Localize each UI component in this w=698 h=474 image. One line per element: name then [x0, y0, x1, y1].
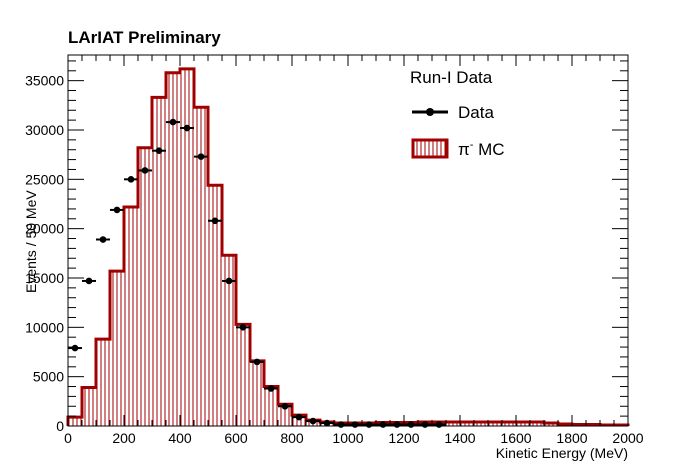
x-tick-label: 0 [64, 430, 72, 446]
mc-bin [236, 324, 250, 426]
data-point [435, 421, 443, 428]
y-tick-label: 30000 [25, 122, 64, 138]
mc-bin [460, 422, 474, 426]
x-tick-label: 1800 [556, 430, 587, 446]
legend-data-marker [426, 108, 434, 116]
legend-entry-mc: π- MC [411, 138, 505, 159]
legend-mc-label-sup: - [470, 139, 474, 151]
x-tick-label: 800 [280, 430, 304, 446]
mc-bin [516, 422, 530, 426]
y-axis: 0 5000 10000 15000 20000 25000 30000 35000 [25, 60, 628, 434]
x-axis: 0 200 400 600 800 1000 1200 1400 1600 1800 2000 [64, 55, 644, 446]
mc-bin [152, 97, 166, 426]
mc-bin [96, 339, 110, 426]
y-tick-label: 15000 [25, 270, 64, 286]
y-tick-label: 5000 [33, 369, 64, 385]
y-tick-label: 10000 [25, 319, 64, 335]
data-point [113, 206, 121, 214]
data-point [141, 167, 149, 174]
data-point [267, 385, 275, 392]
mc-bin [124, 206, 138, 426]
legend-mc-label-base: π [458, 140, 470, 159]
mc-bin [82, 387, 96, 426]
mc-bin [194, 107, 208, 426]
legend-mc-label: π- MC [458, 139, 505, 159]
mc-bin [502, 422, 516, 426]
mc-bin [180, 68, 194, 426]
legend-mc-swatch [411, 138, 449, 159]
mc-bin [250, 360, 264, 426]
data-point [407, 421, 415, 428]
legend: Run-I Data Data π- MC [410, 68, 505, 159]
mc-bin [208, 185, 222, 426]
data-point [239, 324, 247, 331]
x-tick-label: 2000 [612, 430, 643, 446]
data-point [295, 413, 303, 421]
data-point [211, 217, 219, 225]
x-tick-label: 1200 [388, 430, 419, 446]
mc-bin [222, 255, 236, 426]
data-point [351, 421, 359, 428]
mc-bin [446, 422, 460, 426]
data-point [183, 124, 191, 132]
mc-bin [292, 415, 306, 426]
data-point [127, 176, 135, 183]
mc-bin [264, 386, 278, 426]
y-tick-label: 0 [56, 418, 64, 434]
data-point [281, 402, 289, 410]
y-tick-label: 35000 [25, 73, 64, 89]
mc-histogram [66, 67, 630, 427]
x-tick-label: 1000 [332, 430, 363, 446]
data-point [169, 118, 177, 126]
data-point [393, 421, 401, 428]
mc-bin [488, 422, 502, 426]
mc-bin [530, 422, 544, 426]
legend-data-label: Data [458, 103, 494, 122]
data-point [253, 358, 261, 366]
data-point [155, 147, 163, 155]
mc-bin [138, 147, 152, 426]
x-tick-label: 1400 [444, 430, 475, 446]
x-tick-label: 200 [112, 430, 136, 446]
x-tick-label: 600 [224, 430, 248, 446]
y-tick-label: 25000 [25, 171, 64, 187]
data-point [337, 421, 345, 428]
mc-bin [68, 417, 82, 426]
data-point [197, 153, 205, 160]
data-point [365, 421, 373, 428]
x-axis-title: Kinetic Energy (MeV) [496, 445, 628, 461]
data-point [85, 277, 93, 285]
legend-header: Run-I Data [410, 68, 493, 87]
data-point [421, 421, 429, 428]
mc-bin [166, 72, 180, 427]
x-tick-label: 1600 [500, 430, 531, 446]
x-tick-label: 400 [168, 430, 192, 446]
legend-mc-label-rest: MC [473, 140, 504, 159]
mc-bin [278, 404, 292, 426]
data-point [99, 236, 107, 243]
mc-bin [110, 271, 124, 426]
data-point [225, 277, 233, 285]
legend-entry-data: Data [412, 103, 494, 122]
data-point [309, 417, 317, 425]
mc-bin [474, 422, 488, 426]
y-tick-label: 20000 [25, 221, 64, 237]
chart-title: LArIAT Preliminary [68, 28, 221, 47]
data-point [71, 344, 79, 352]
y-axis-title: Events / 50 MeV [23, 190, 39, 293]
data-point [323, 419, 331, 427]
data-point [379, 421, 387, 428]
